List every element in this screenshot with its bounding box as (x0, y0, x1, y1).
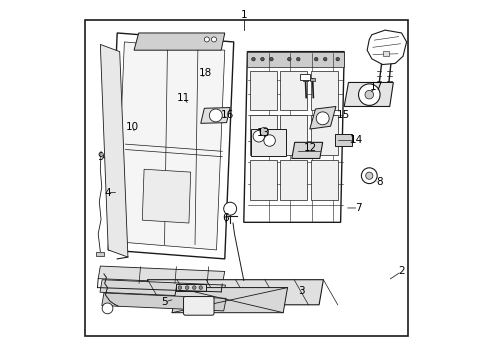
Bar (310, 78, 314, 81)
Circle shape (269, 57, 273, 61)
Polygon shape (102, 293, 226, 311)
Circle shape (323, 57, 326, 61)
Circle shape (102, 303, 113, 314)
Bar (249, 71, 276, 110)
Text: 3: 3 (297, 286, 304, 296)
Polygon shape (116, 42, 224, 250)
Bar (96, 252, 104, 256)
Circle shape (316, 112, 328, 125)
Text: 13: 13 (256, 129, 269, 138)
Text: 14: 14 (349, 135, 362, 145)
Text: 10: 10 (126, 122, 139, 132)
Text: 8: 8 (376, 177, 383, 187)
Circle shape (361, 168, 376, 184)
Circle shape (178, 286, 182, 289)
Polygon shape (291, 142, 322, 158)
Text: 1: 1 (241, 10, 247, 20)
Text: 12: 12 (304, 143, 317, 153)
Text: 2: 2 (397, 266, 404, 276)
Bar (249, 116, 276, 155)
Text: 18: 18 (198, 68, 211, 78)
Text: 16: 16 (220, 110, 233, 120)
Text: 17: 17 (369, 82, 382, 93)
Bar (280, 71, 306, 110)
Circle shape (253, 131, 264, 142)
Polygon shape (247, 51, 344, 67)
Bar (382, 51, 388, 56)
Circle shape (260, 57, 264, 61)
Polygon shape (142, 169, 190, 223)
Polygon shape (134, 33, 224, 50)
Circle shape (296, 57, 300, 61)
Text: 5: 5 (161, 297, 168, 307)
Text: 4: 4 (104, 188, 111, 198)
Bar (175, 284, 206, 291)
Circle shape (251, 57, 255, 61)
Circle shape (358, 84, 379, 105)
Polygon shape (143, 280, 323, 305)
Bar (85, 21, 407, 336)
Bar (300, 74, 309, 80)
Circle shape (209, 109, 222, 122)
Circle shape (204, 37, 209, 42)
Circle shape (185, 286, 188, 289)
Bar (310, 71, 337, 110)
Polygon shape (309, 107, 335, 129)
Bar (280, 116, 306, 155)
Polygon shape (201, 108, 230, 123)
Circle shape (335, 57, 339, 61)
Bar (280, 160, 306, 200)
Circle shape (260, 127, 268, 136)
Circle shape (223, 202, 236, 215)
Text: 6: 6 (222, 213, 229, 222)
Bar (334, 134, 351, 145)
Text: 9: 9 (97, 152, 103, 162)
Circle shape (287, 57, 290, 61)
Circle shape (365, 172, 372, 179)
Polygon shape (244, 51, 344, 222)
Polygon shape (344, 82, 392, 107)
Bar (303, 78, 307, 81)
Circle shape (211, 37, 216, 42)
Circle shape (192, 286, 196, 289)
Polygon shape (98, 266, 224, 284)
Circle shape (314, 57, 317, 61)
Text: 7: 7 (354, 203, 361, 213)
Circle shape (264, 135, 275, 146)
Bar (310, 160, 337, 200)
Circle shape (199, 286, 202, 289)
Polygon shape (366, 30, 406, 64)
Polygon shape (100, 44, 128, 257)
Bar (250, 129, 285, 156)
Bar (310, 116, 337, 155)
FancyBboxPatch shape (183, 297, 214, 315)
Polygon shape (172, 288, 287, 313)
Text: 11: 11 (177, 93, 190, 103)
Text: 15: 15 (336, 110, 349, 120)
Polygon shape (108, 33, 233, 259)
Circle shape (364, 90, 373, 99)
Bar (249, 160, 276, 200)
Polygon shape (100, 280, 225, 298)
